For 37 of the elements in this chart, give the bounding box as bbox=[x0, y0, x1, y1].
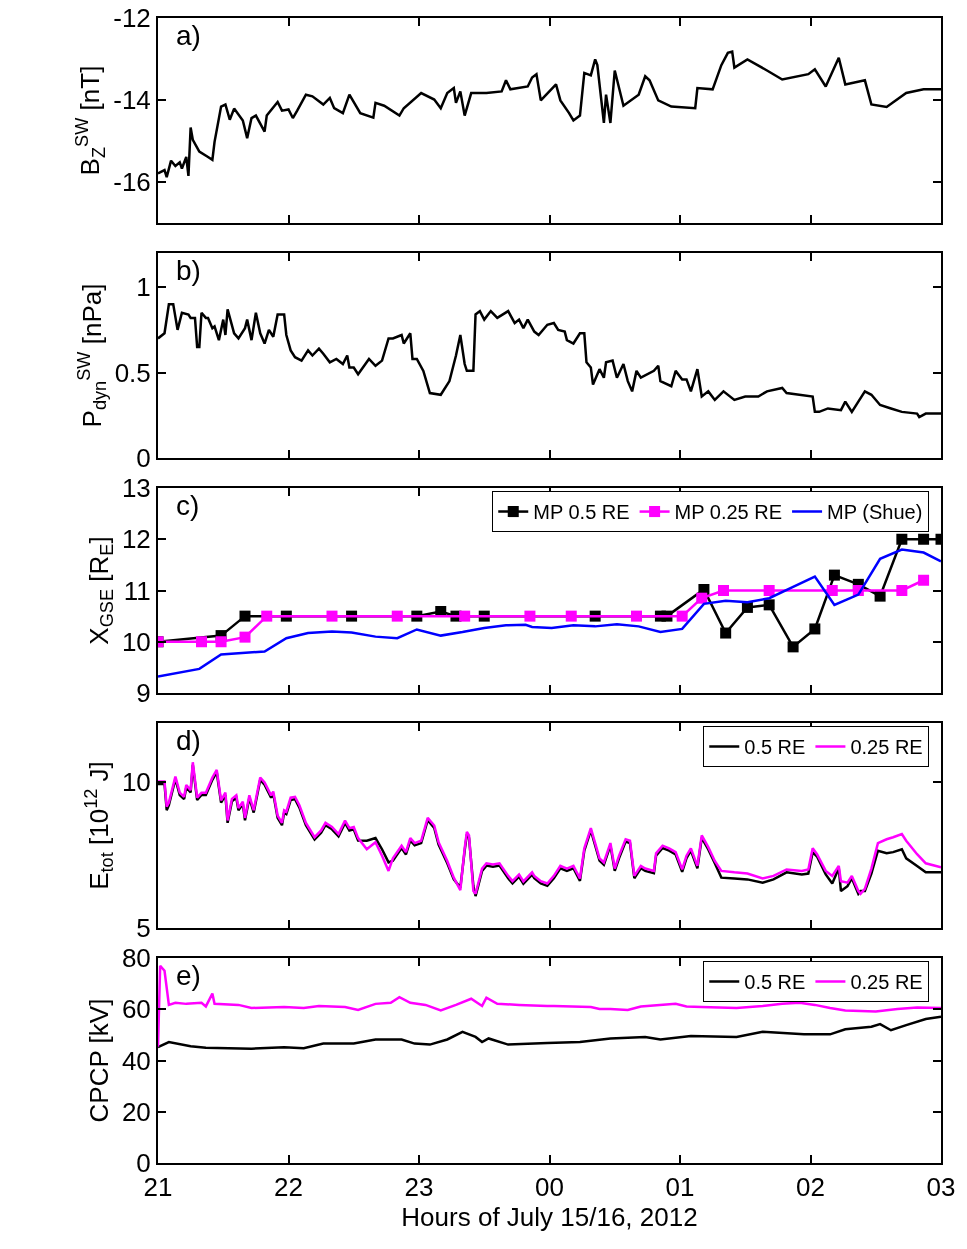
y-tick-label: -14 bbox=[113, 85, 151, 116]
y-axis-title: CPCP [kV] bbox=[83, 998, 114, 1123]
legend-label: 0.25 RE bbox=[850, 971, 923, 994]
y-tick-label: 0 bbox=[136, 443, 151, 474]
legend-label: MP 0.25 RE bbox=[674, 501, 783, 524]
y-tick-label: 9 bbox=[136, 678, 151, 709]
y-tick-label: 80 bbox=[121, 943, 151, 974]
y-tick-label: 40 bbox=[121, 1045, 151, 1076]
y-tick-label: 13 bbox=[121, 473, 151, 504]
legend-label: 0.5 RE bbox=[744, 971, 806, 994]
y-tick-label: 11 bbox=[123, 575, 151, 606]
y-tick-label: -12 bbox=[113, 3, 151, 34]
annotation: d) bbox=[176, 725, 201, 756]
x-tick-label: 03 bbox=[926, 1172, 956, 1203]
x-tick-label: 23 bbox=[404, 1172, 434, 1203]
annotation: b) bbox=[176, 255, 201, 286]
y-tick-label: 10 bbox=[121, 766, 151, 797]
annotation: a) bbox=[176, 20, 201, 51]
y-tick-label: 10 bbox=[121, 626, 151, 657]
y-tick-label: -16 bbox=[113, 167, 151, 198]
x-tick-label: 00 bbox=[535, 1172, 564, 1203]
annotation: e) bbox=[176, 960, 201, 991]
annotation: c) bbox=[176, 490, 200, 521]
y-tick-label: 0.5 bbox=[114, 357, 151, 388]
y-tick-label: 60 bbox=[121, 994, 151, 1025]
x-tick-label: 02 bbox=[796, 1172, 825, 1203]
legend-label: MP 0.5 RE bbox=[533, 501, 630, 524]
y-tick-label: 1 bbox=[136, 272, 151, 303]
y-tick-label: 5 bbox=[136, 913, 151, 944]
x-tick-label: 22 bbox=[274, 1172, 303, 1203]
x-axis-title: Hours of July 15/16, 2012 bbox=[401, 1202, 698, 1233]
y-tick-label: 12 bbox=[121, 524, 151, 555]
y-tick-label: 20 bbox=[121, 1096, 151, 1127]
legend-label: 0.5 RE bbox=[744, 736, 806, 759]
x-tick-label: 01 bbox=[665, 1172, 695, 1203]
legend-label: MP (Shue) bbox=[827, 501, 923, 524]
legend-label: 0.25 RE bbox=[850, 736, 923, 759]
